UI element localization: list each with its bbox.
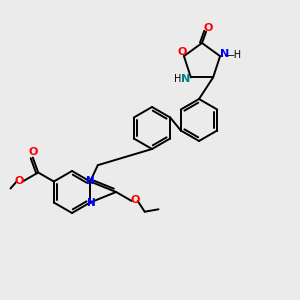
Text: O: O: [130, 195, 140, 205]
Text: N: N: [220, 49, 230, 59]
Text: O: O: [15, 176, 24, 185]
Text: O: O: [28, 148, 38, 158]
Text: O: O: [177, 47, 187, 57]
Text: N: N: [181, 74, 190, 84]
Text: N: N: [86, 176, 94, 185]
Text: H: H: [174, 74, 182, 84]
Text: N: N: [87, 199, 96, 208]
Text: O: O: [203, 23, 213, 33]
Text: —H: —H: [224, 50, 242, 60]
